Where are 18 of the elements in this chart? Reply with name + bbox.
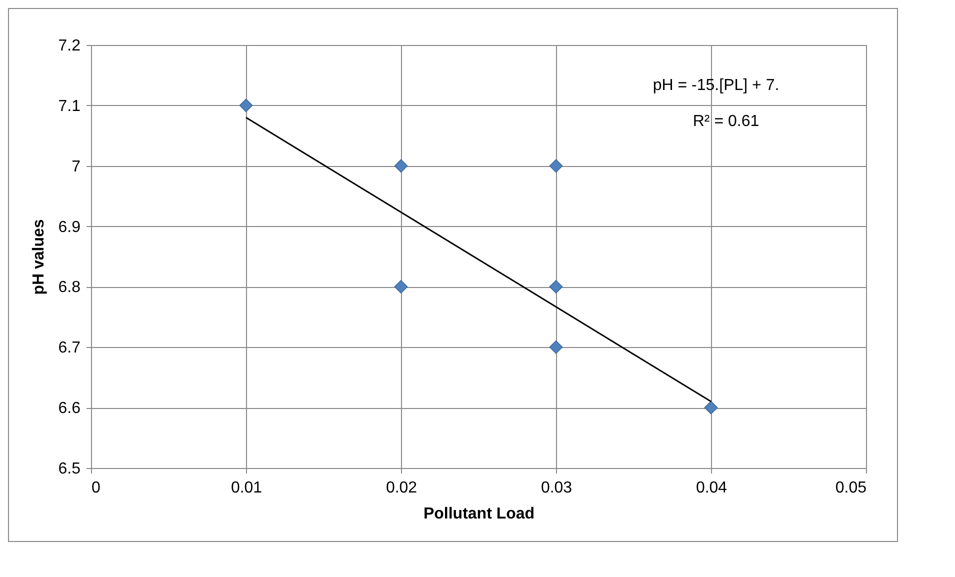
y-tick-label: 7.2	[58, 38, 81, 54]
y-tick-label: 6.8	[58, 279, 81, 296]
y-tick-label: 7.1	[58, 98, 81, 115]
y-tick-label: 6.5	[58, 460, 81, 478]
y-tick-label: 6.6	[58, 400, 81, 418]
y-tick-label: 6.7	[58, 340, 81, 357]
y-axis-title: pH values	[30, 219, 48, 295]
x-tick-label: 0.03	[540, 480, 572, 496]
x-tick-label: 0.01	[230, 480, 262, 496]
x-tick-label: 0	[92, 480, 100, 496]
y-tick-label: 7	[72, 158, 81, 176]
annotation: R² = 0.61	[692, 113, 760, 130]
x-tick-label: 0.04	[696, 480, 728, 496]
x-axis-title: Pollutant Load	[423, 506, 535, 522]
annotation: pH = -15.[PL] + 7.	[652, 77, 780, 94]
y-tick-label: 6.9	[58, 218, 81, 236]
x-tick-label: 0.02	[386, 480, 418, 496]
x-tick-label: 0.05	[835, 480, 867, 496]
